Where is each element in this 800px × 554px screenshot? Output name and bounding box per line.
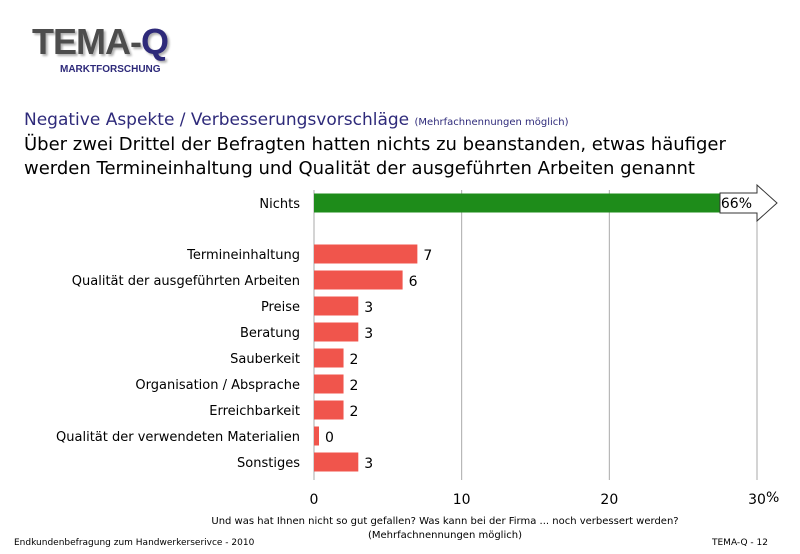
logo-separator: - (130, 21, 142, 62)
x-unit-label: % (766, 490, 779, 506)
bar (314, 270, 403, 290)
category-label: Termineinhaltung (186, 248, 300, 263)
data-label: 66% (721, 196, 752, 212)
data-label: 6 (409, 274, 418, 290)
heading-note: (Mehrfachnennungen möglich) (414, 117, 569, 128)
data-label: 3 (364, 326, 373, 342)
x-tick-label: 20 (600, 492, 618, 508)
data-label: 3 (364, 456, 373, 472)
question-note: (Mehrfachnennungen möglich) (368, 530, 522, 541)
logo-tema: TEMA (32, 21, 131, 62)
bar (314, 426, 319, 446)
heading-title: Negative Aspekte / Verbesserungsvorschlä… (24, 110, 410, 130)
category-label: Organisation / Absprache (135, 378, 300, 393)
bar (314, 374, 344, 394)
bar (314, 296, 359, 316)
logo: TEMA-Q MARKTFORSCHUNG (32, 21, 169, 76)
data-label: 2 (350, 404, 359, 420)
bar (314, 400, 344, 420)
category-label: Sonstiges (237, 456, 300, 471)
overflow-arrow (719, 183, 778, 223)
page-subtitle: Über zwei Drittel der Befragten hatten n… (24, 134, 726, 179)
x-tick-label: 0 (310, 492, 319, 508)
category-label: Qualität der verwendeten Materialien (56, 430, 300, 445)
data-label: 2 (350, 378, 359, 394)
bar (314, 452, 359, 472)
category-label: Sauberkeit (230, 352, 300, 367)
logo-q: Q (141, 21, 169, 62)
bar (314, 348, 344, 368)
bar (314, 322, 359, 342)
logo-wordmark: TEMA-Q (32, 21, 169, 62)
logo-tagline: MARKTFORSCHUNG (60, 64, 161, 75)
bar (314, 193, 757, 213)
data-label: 0 (325, 430, 334, 446)
footer-right: TEMA-Q - 12 (712, 538, 768, 548)
category-label: Qualität der ausgeführten Arbeiten (72, 274, 300, 289)
page-heading: Negative Aspekte / Verbesserungsvorschlä… (24, 110, 569, 130)
data-label: 2 (350, 352, 359, 368)
category-label: Preise (261, 300, 300, 315)
category-label: Beratung (240, 326, 300, 341)
data-label: 3 (364, 300, 373, 316)
category-label: Nichts (259, 197, 300, 212)
x-tick-label: 30 (748, 492, 766, 508)
footer-left: Endkundenbefragung zum Handwerkerserivce… (14, 538, 255, 548)
x-tick-label: 10 (453, 492, 471, 508)
category-label: Erreichbarkeit (209, 404, 300, 419)
question-text: Und was hat Ihnen nicht so gut gefallen?… (211, 516, 678, 527)
bar (314, 244, 418, 264)
data-label: 7 (423, 248, 432, 264)
